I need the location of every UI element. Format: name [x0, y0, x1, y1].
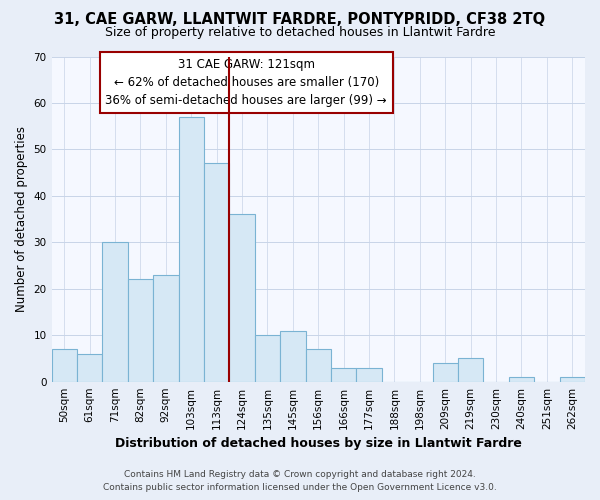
Y-axis label: Number of detached properties: Number of detached properties [15, 126, 28, 312]
Bar [229, 214, 255, 382]
X-axis label: Distribution of detached houses by size in Llantwit Fardre: Distribution of detached houses by size … [115, 437, 522, 450]
Bar [103, 242, 128, 382]
Text: 31, CAE GARW, LLANTWIT FARDRE, PONTYPRIDD, CF38 2TQ: 31, CAE GARW, LLANTWIT FARDRE, PONTYPRID… [55, 12, 545, 28]
Bar [204, 164, 229, 382]
Text: Size of property relative to detached houses in Llantwit Fardre: Size of property relative to detached ho… [105, 26, 495, 39]
Bar [280, 330, 305, 382]
Bar [560, 377, 585, 382]
Bar [458, 358, 484, 382]
Bar [77, 354, 103, 382]
Bar [331, 368, 356, 382]
Text: 31 CAE GARW: 121sqm
← 62% of detached houses are smaller (170)
36% of semi-detac: 31 CAE GARW: 121sqm ← 62% of detached ho… [106, 58, 387, 107]
Bar [52, 349, 77, 382]
Bar [305, 349, 331, 382]
Bar [128, 280, 153, 382]
Bar [255, 335, 280, 382]
Bar [433, 363, 458, 382]
Bar [356, 368, 382, 382]
Bar [179, 117, 204, 382]
Bar [509, 377, 534, 382]
Bar [153, 275, 179, 382]
Text: Contains HM Land Registry data © Crown copyright and database right 2024.
Contai: Contains HM Land Registry data © Crown c… [103, 470, 497, 492]
